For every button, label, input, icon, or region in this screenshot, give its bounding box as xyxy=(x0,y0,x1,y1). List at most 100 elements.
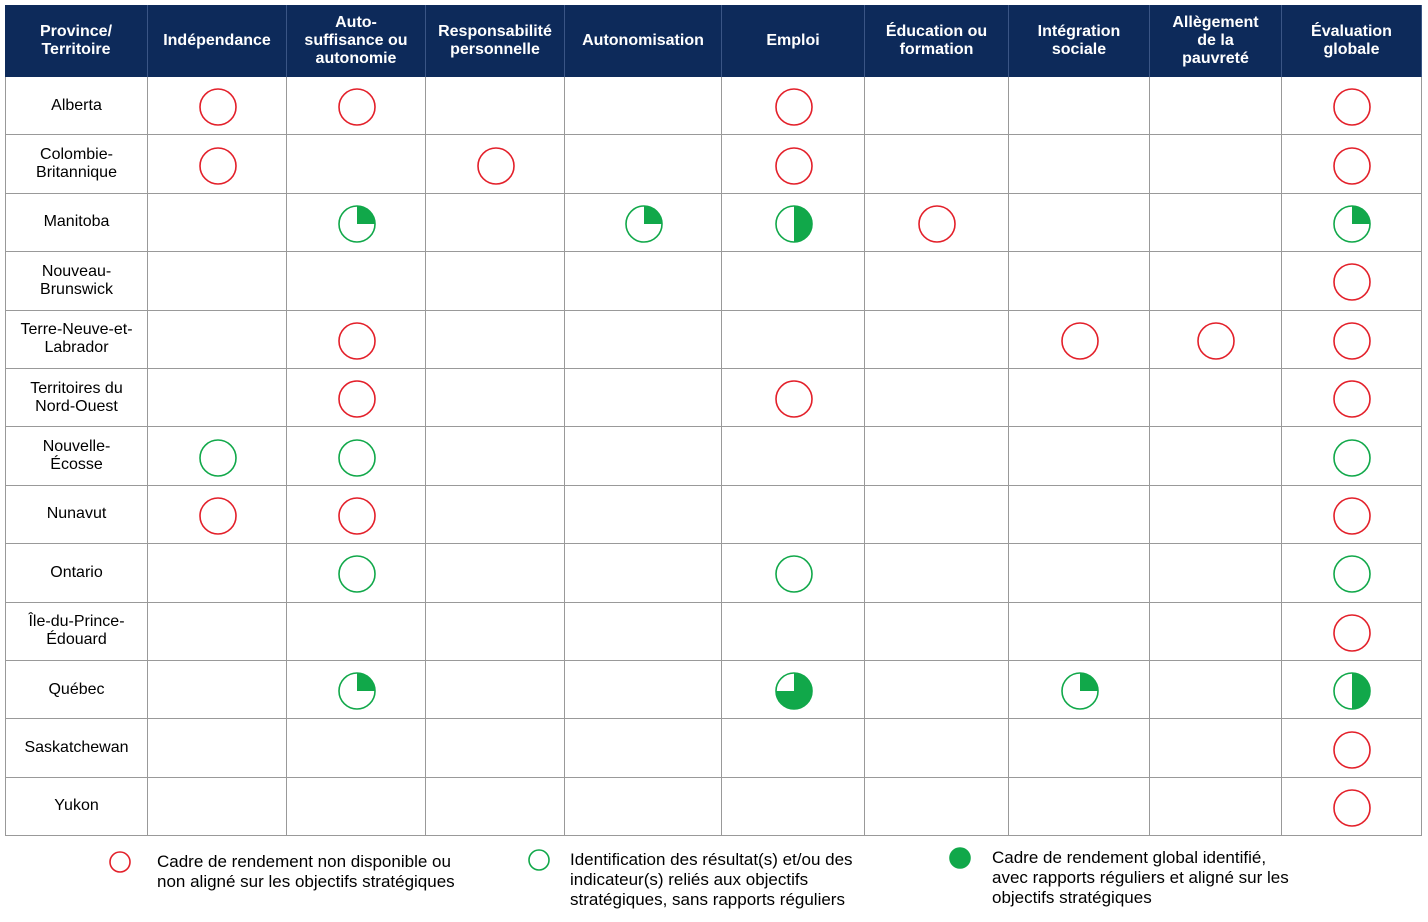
cell xyxy=(426,485,565,545)
cell xyxy=(722,252,865,311)
symbol xyxy=(337,672,376,710)
symbol xyxy=(1333,205,1371,243)
cell xyxy=(287,77,426,136)
circle xyxy=(337,380,376,418)
cell xyxy=(1009,485,1150,545)
row-label: Nunavut xyxy=(5,485,148,545)
symbol xyxy=(109,851,131,873)
cell xyxy=(1009,252,1150,311)
cell xyxy=(1150,77,1282,136)
circle xyxy=(476,146,515,185)
cell xyxy=(148,193,287,253)
symbol xyxy=(774,205,813,243)
circle xyxy=(337,438,376,477)
cell xyxy=(426,427,565,486)
cell xyxy=(1282,135,1422,194)
header-cell: Indépendance xyxy=(148,5,287,77)
fill xyxy=(950,848,970,868)
cell xyxy=(426,135,565,194)
circle xyxy=(198,146,237,185)
symbol xyxy=(337,555,376,594)
cell xyxy=(426,193,565,253)
cell xyxy=(1282,661,1422,720)
symbol xyxy=(198,497,237,535)
cell xyxy=(1150,369,1282,428)
symbol xyxy=(476,146,515,185)
symbol xyxy=(1333,146,1371,185)
symbol xyxy=(1197,321,1235,360)
row-label: Manitoba xyxy=(5,193,148,253)
cell xyxy=(565,719,722,778)
cell xyxy=(722,135,865,194)
circle xyxy=(774,146,813,185)
circle xyxy=(337,321,376,360)
cell xyxy=(287,369,426,428)
cell xyxy=(287,193,426,253)
cell xyxy=(865,777,1009,837)
symbol xyxy=(198,146,237,185)
cell xyxy=(865,77,1009,136)
symbol xyxy=(1333,730,1371,769)
cell xyxy=(1282,777,1422,837)
cell xyxy=(287,661,426,720)
cell xyxy=(565,77,722,136)
cell xyxy=(722,77,865,136)
circle xyxy=(198,438,237,477)
cell xyxy=(1150,777,1282,837)
fill xyxy=(1352,206,1370,224)
cell xyxy=(565,310,722,369)
symbol xyxy=(337,438,376,477)
cell xyxy=(287,135,426,194)
circle xyxy=(337,555,376,594)
row-label: Nouvelle- Écosse xyxy=(5,427,148,486)
cell xyxy=(148,485,287,545)
row-label: Alberta xyxy=(5,77,148,136)
cell xyxy=(426,544,565,603)
cell xyxy=(1009,310,1150,369)
fill xyxy=(643,206,662,224)
circle xyxy=(528,849,550,871)
cell xyxy=(426,252,565,311)
symbol xyxy=(949,847,971,869)
header-cell: Responsabilité personnelle xyxy=(426,5,565,77)
row-label: Colombie- Britannique xyxy=(5,135,148,194)
cell xyxy=(1009,777,1150,837)
circle xyxy=(1333,613,1371,652)
cell xyxy=(1009,719,1150,778)
symbol xyxy=(1333,789,1371,827)
symbol xyxy=(337,380,376,418)
symbol xyxy=(774,380,813,418)
cell xyxy=(565,252,722,311)
cell xyxy=(1150,135,1282,194)
symbol xyxy=(337,88,376,126)
header-cell: Emploi xyxy=(722,5,865,77)
cell xyxy=(865,661,1009,720)
cell xyxy=(287,252,426,311)
cell xyxy=(426,777,565,837)
circle xyxy=(337,88,376,126)
header-cell: Autonomisation xyxy=(565,5,722,77)
cell xyxy=(865,427,1009,486)
cell xyxy=(722,777,865,837)
cell xyxy=(722,602,865,661)
cell xyxy=(148,77,287,136)
symbol xyxy=(1333,672,1371,710)
cell xyxy=(1282,602,1422,661)
symbol xyxy=(1060,321,1099,360)
circle xyxy=(109,851,131,873)
symbol xyxy=(1060,672,1099,710)
symbol xyxy=(1333,380,1371,418)
symbol xyxy=(918,205,956,243)
cell xyxy=(865,485,1009,545)
row-label: Terre-Neuve-et- Labrador xyxy=(5,310,148,369)
symbol xyxy=(1333,497,1371,535)
circle xyxy=(918,205,956,243)
circle xyxy=(198,497,237,535)
symbol xyxy=(1333,88,1371,126)
cell xyxy=(565,193,722,253)
cell xyxy=(148,719,287,778)
cell xyxy=(1009,427,1150,486)
header-cell: Province/ Territoire xyxy=(5,5,148,77)
cell xyxy=(1150,485,1282,545)
